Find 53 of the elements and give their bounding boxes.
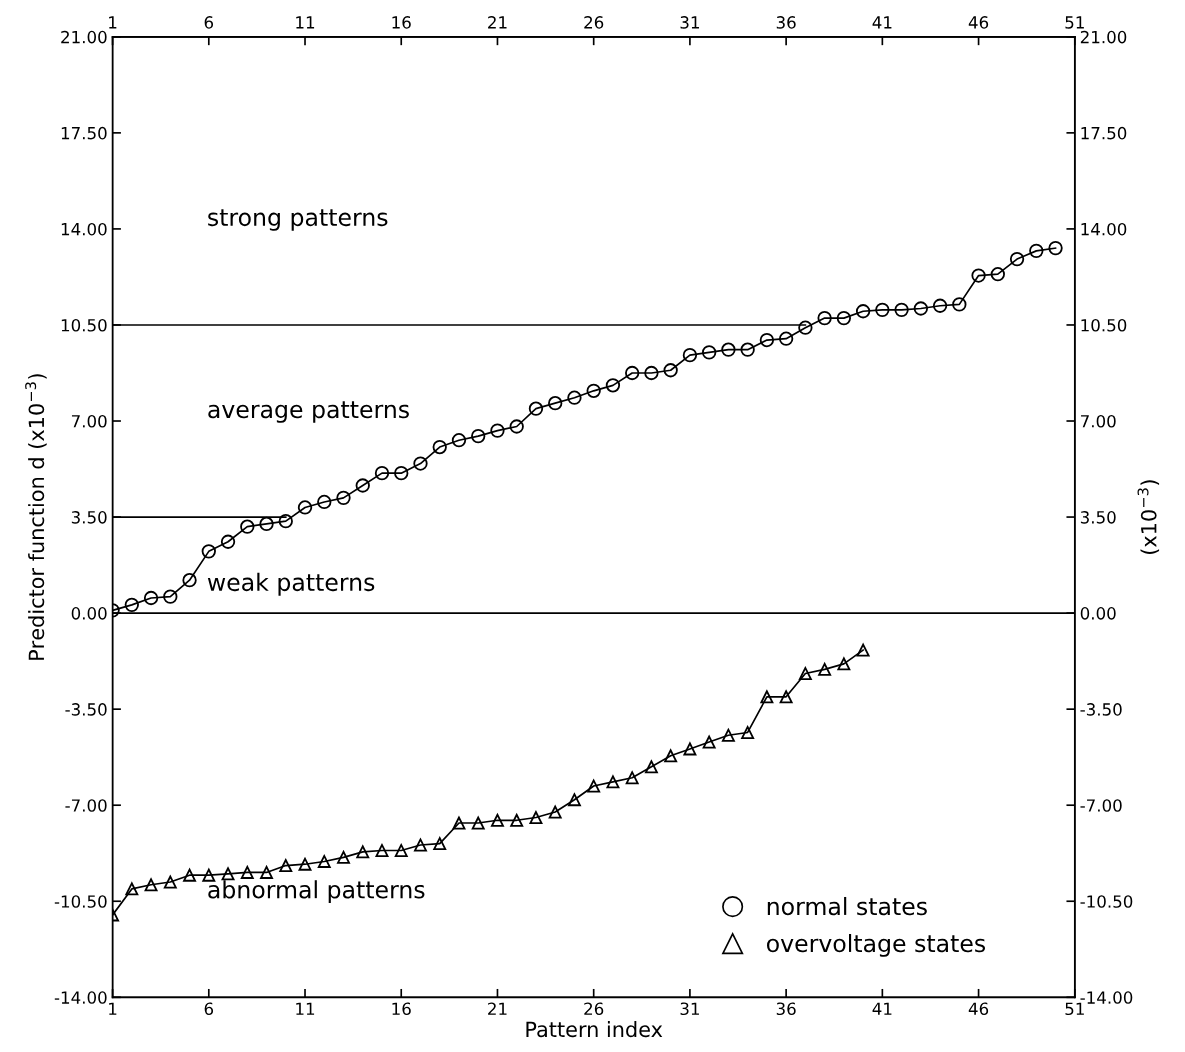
y-tick-label: -14.00 — [54, 991, 107, 1004]
y-tick-label: 10.50 — [61, 318, 107, 332]
x2-tick-label: 16 — [392, 16, 411, 29]
x-tick-label: 51 — [1065, 1002, 1084, 1016]
x-tick-label: 21 — [488, 1002, 507, 1015]
y2-tick-label: 0.00 — [1080, 607, 1116, 620]
y2-axis-title: (x10$^{−3}$) — [1137, 480, 1160, 555]
y-tick-label: 3.50 — [71, 511, 107, 524]
x-axis-title: Pattern index — [526, 1021, 663, 1038]
y2-tick-label: -10.50 — [1080, 895, 1133, 908]
y-tick-label: -7.00 — [65, 799, 107, 812]
y2-tick-label: 14.00 — [1081, 222, 1127, 236]
y2-tick-label: -14.00 — [1080, 991, 1133, 1004]
annotation: average patterns — [208, 401, 409, 423]
y2-tick-label: 10.50 — [1081, 318, 1127, 332]
x2-tick-label: 36 — [776, 16, 796, 29]
x-tick-label: 26 — [584, 1002, 604, 1016]
x-tick-label: 36 — [776, 1002, 796, 1016]
x2-tick-label: 21 — [488, 16, 507, 29]
y2-tick-label: -7.00 — [1080, 799, 1122, 812]
y-tick-label: 21.00 — [61, 30, 107, 44]
x2-tick-label: 31 — [680, 16, 699, 29]
annotation: abnormal patterns — [208, 880, 425, 904]
y-tick-label: -10.50 — [54, 895, 107, 908]
x2-tick-label: 41 — [872, 16, 892, 29]
x2-tick-label: 11 — [296, 16, 315, 29]
y2-tick-label: 21.00 — [1080, 30, 1127, 44]
x2-tick-label: 51 — [1065, 16, 1084, 29]
y2-tick-label: 7.00 — [1081, 414, 1116, 428]
x-tick-label: 31 — [680, 1002, 699, 1016]
x-tick-label: 46 — [968, 1002, 989, 1016]
y-tick-label: 7.00 — [71, 414, 107, 428]
x2-tick-label: 26 — [584, 16, 604, 29]
x-tick-label: 41 — [872, 1002, 892, 1015]
annotation: strong patterns — [208, 209, 388, 231]
y-axis-title: Predictor function d (x10$^{−3}$) — [25, 374, 47, 660]
x-tick-label: 11 — [296, 1002, 315, 1015]
x2-tick-label: 6 — [204, 16, 214, 29]
x-tick-label: 1 — [109, 1002, 117, 1015]
y-tick-label: 0.00 — [71, 607, 107, 620]
y2-tick-label: 17.50 — [1081, 126, 1127, 140]
y-tick-label: 17.50 — [61, 126, 107, 140]
legend-label: overvoltage states — [767, 933, 986, 957]
y-tick-label: 14.00 — [61, 222, 107, 236]
annotation: weak patterns — [207, 572, 375, 596]
x-tick-label: 6 — [204, 1002, 214, 1016]
legend-label: normal states — [767, 896, 927, 916]
x2-tick-label: 1 — [109, 16, 117, 29]
y2-tick-label: -3.50 — [1080, 703, 1122, 716]
x2-tick-label: 46 — [968, 16, 989, 29]
y-tick-label: -3.50 — [65, 703, 107, 716]
x-tick-label: 16 — [392, 1002, 411, 1016]
y2-tick-label: 3.50 — [1080, 511, 1116, 524]
